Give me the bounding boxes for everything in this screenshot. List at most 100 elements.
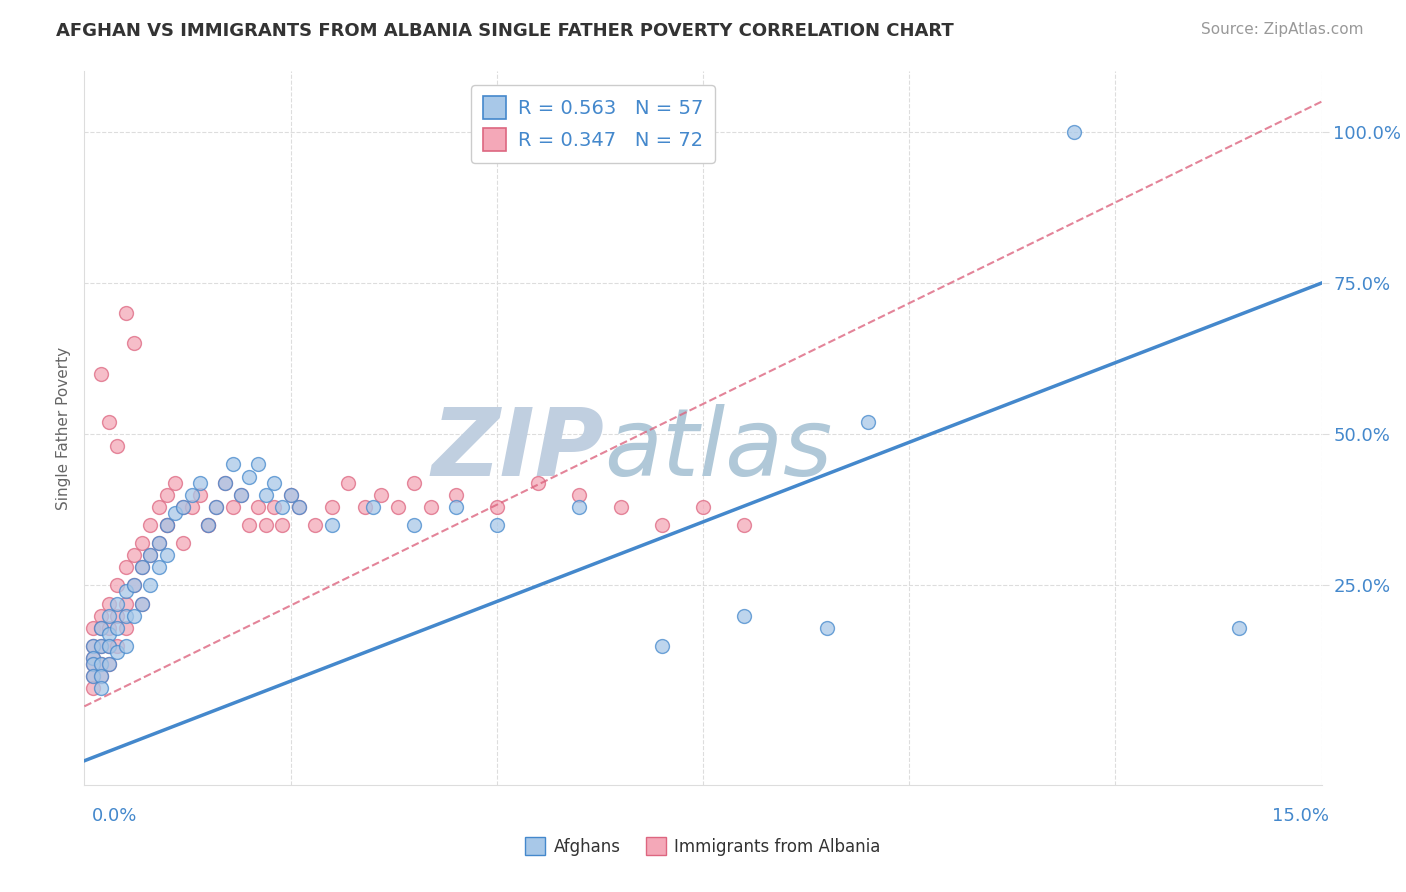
Point: [122, 336, 145, 351]
Point: [114, 639, 136, 653]
Point: [172, 536, 194, 550]
Point: [98, 608, 121, 623]
Point: [485, 500, 508, 514]
Point: [82, 669, 104, 683]
Point: [114, 560, 136, 574]
Point: [568, 488, 591, 502]
Point: [90, 639, 112, 653]
Point: [271, 500, 294, 514]
Point: [105, 645, 128, 659]
Point: [122, 578, 145, 592]
Point: [271, 517, 294, 532]
Point: [485, 517, 508, 532]
Point: [651, 639, 673, 653]
Point: [156, 517, 179, 532]
Point: [280, 488, 302, 502]
Point: [122, 578, 145, 592]
Point: [609, 500, 631, 514]
Point: [82, 657, 104, 671]
Point: [98, 621, 121, 635]
Point: [148, 536, 170, 550]
Point: [188, 475, 211, 490]
Point: [90, 367, 112, 381]
Point: [733, 517, 755, 532]
Point: [90, 657, 112, 671]
Point: [131, 560, 153, 574]
Point: [651, 517, 673, 532]
Point: [222, 458, 245, 472]
Point: [98, 415, 121, 429]
Point: [90, 621, 112, 635]
Point: [165, 475, 187, 490]
Point: [114, 608, 136, 623]
Point: [82, 639, 104, 653]
Point: [131, 597, 153, 611]
Point: [156, 517, 179, 532]
Point: [122, 608, 145, 623]
Point: [1227, 621, 1250, 635]
Point: [114, 621, 136, 635]
Point: [156, 548, 179, 562]
Point: [214, 475, 236, 490]
Point: [82, 657, 104, 671]
Point: [238, 469, 260, 483]
Point: [527, 475, 550, 490]
Point: [197, 517, 219, 532]
Point: [361, 500, 384, 514]
Point: [82, 621, 104, 635]
Point: [321, 517, 343, 532]
Point: [353, 500, 375, 514]
Point: [263, 475, 285, 490]
Point: [229, 488, 252, 502]
Point: [172, 500, 194, 514]
Point: [131, 560, 153, 574]
Point: [90, 657, 112, 671]
Point: [856, 415, 879, 429]
Point: [288, 500, 311, 514]
Point: [214, 475, 236, 490]
Point: [90, 639, 112, 653]
Point: [90, 608, 112, 623]
Point: [105, 578, 128, 592]
Text: 0.0%: 0.0%: [91, 807, 136, 825]
Point: [90, 669, 112, 683]
Point: [222, 500, 245, 514]
Point: [444, 500, 467, 514]
Point: [98, 597, 121, 611]
Point: [370, 488, 392, 502]
Point: [568, 500, 591, 514]
Point: [404, 475, 426, 490]
Point: [733, 608, 755, 623]
Point: [288, 500, 311, 514]
Point: [90, 681, 112, 696]
Point: [254, 488, 277, 502]
Point: [122, 548, 145, 562]
Point: [131, 536, 153, 550]
Point: [197, 517, 219, 532]
Point: [148, 560, 170, 574]
Point: [114, 306, 136, 320]
Point: [148, 500, 170, 514]
Text: Source: ZipAtlas.com: Source: ZipAtlas.com: [1201, 22, 1364, 37]
Point: [180, 488, 202, 502]
Text: 15.0%: 15.0%: [1271, 807, 1329, 825]
Point: [246, 500, 269, 514]
Point: [114, 584, 136, 599]
Point: [139, 548, 162, 562]
Point: [139, 548, 162, 562]
Point: [165, 506, 187, 520]
Point: [404, 517, 426, 532]
Point: [246, 458, 269, 472]
Point: [139, 517, 162, 532]
Point: [254, 517, 277, 532]
Point: [105, 621, 128, 635]
Point: [105, 608, 128, 623]
Point: [90, 669, 112, 683]
Point: [90, 621, 112, 635]
Point: [180, 500, 202, 514]
Point: [139, 578, 162, 592]
Point: [105, 439, 128, 453]
Point: [82, 669, 104, 683]
Point: [98, 657, 121, 671]
Point: [321, 500, 343, 514]
